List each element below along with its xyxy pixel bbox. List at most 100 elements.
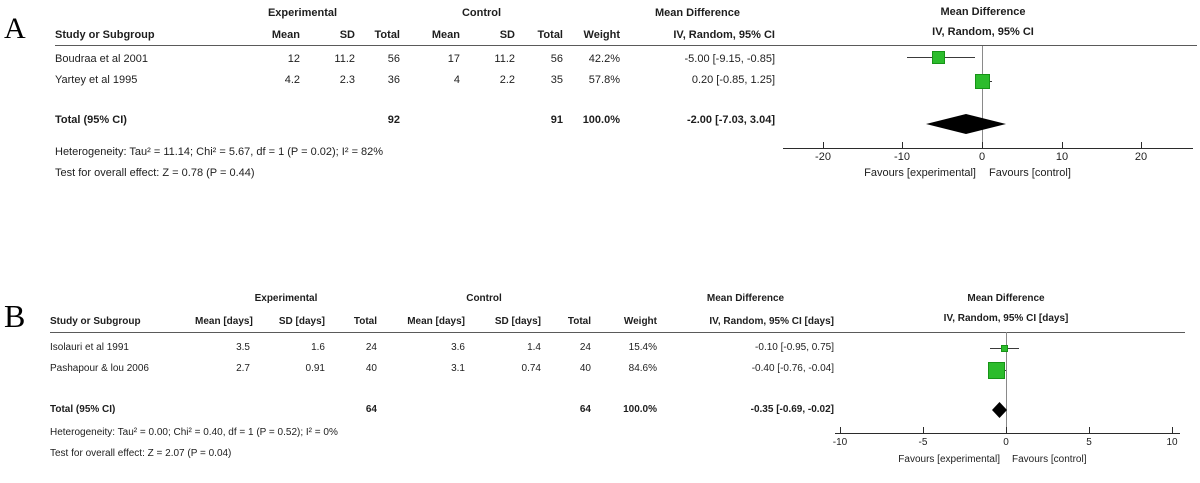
col-header-total-ctrl: Total — [537, 29, 563, 41]
panel-b-letter: B — [4, 298, 26, 334]
study-name: Boudraa et al 2001 — [55, 53, 148, 65]
sd-exp: 0.91 — [305, 363, 325, 374]
total-exp: 40 — [365, 363, 377, 374]
table-row: Isolauri et al 1991 3.5 1.6 24 3.6 1.4 2… — [50, 342, 834, 353]
axis-tick — [1089, 427, 1090, 433]
sd-ctrl: 2.2 — [499, 74, 515, 86]
zero-line — [1006, 332, 1007, 433]
mean-exp: 4.2 — [284, 74, 300, 86]
favours-control-label: Favours [control] — [1012, 454, 1087, 465]
axis-tick-label: 10 — [1055, 151, 1069, 163]
control-group-header: Control — [466, 293, 502, 304]
axis-tick-label: -10 — [894, 151, 910, 163]
col-header-sd-ctrl: SD — [499, 29, 515, 41]
experimental-group-header: Experimental — [254, 293, 318, 304]
table-row: Pashapour & lou 2006 2.7 0.91 40 3.1 0.7… — [50, 363, 834, 374]
pooled-diamond — [926, 114, 1006, 134]
col-header-weight: Weight — [623, 316, 657, 327]
panel-a-group-header-row: Experimental Control Mean Difference — [55, 7, 775, 19]
favours-control-label: Favours [control] — [989, 167, 1071, 179]
axis-tick — [1062, 142, 1063, 148]
axis-tick-label: -5 — [918, 437, 928, 448]
axis-tick — [1141, 142, 1142, 148]
mean-ctrl: 4 — [453, 74, 460, 86]
total-ctrl: 35 — [550, 74, 563, 86]
col-header-study: Study or Subgroup — [50, 316, 141, 327]
axis-tick — [923, 427, 924, 433]
experimental-group-header: Experimental — [267, 7, 338, 19]
total-exp: 36 — [387, 74, 400, 86]
axis-tick — [902, 142, 903, 148]
axis-tick — [1172, 427, 1173, 433]
col-header-sd-ctrl: SD [days] — [494, 316, 541, 327]
panel-a-letter: A — [4, 12, 26, 45]
axis-tick — [982, 142, 983, 148]
ci-text: -0.35 [-0.69, -0.02] — [750, 404, 834, 415]
forest-plot-a: Mean Difference IV, Random, 95% CI -20 -… — [780, 0, 1200, 195]
weight: 100.0% — [623, 404, 657, 415]
total-ctrl: 56 — [550, 53, 563, 65]
col-header-mean-exp: Mean [days] — [195, 316, 253, 327]
sd-ctrl: 0.74 — [521, 363, 541, 374]
overall-effect-text: Test for overall effect: Z = 2.07 (P = 0… — [50, 448, 232, 459]
col-header-ci: IV, Random, 95% CI [days] — [709, 316, 834, 327]
effect-group-header: Mean Difference — [655, 7, 740, 19]
point-estimate-study1 — [932, 51, 945, 64]
weight: 42.2% — [588, 53, 620, 65]
study-name: Isolauri et al 1991 — [50, 342, 129, 353]
axis-tick-label: -10 — [832, 437, 848, 448]
zero-line — [982, 46, 983, 148]
mean-exp: 3.5 — [236, 342, 250, 353]
sd-exp: 2.3 — [339, 74, 355, 86]
point-estimate-study2 — [975, 74, 990, 89]
weight: 15.4% — [628, 342, 657, 353]
total-ctrl: 40 — [579, 363, 591, 374]
total-exp: 24 — [365, 342, 377, 353]
plot-header-line1: Mean Difference — [940, 6, 1026, 18]
col-header-total-exp: Total — [353, 316, 377, 327]
ci-text: -5.00 [-9.15, -0.85] — [684, 53, 776, 65]
point-estimate-study1 — [1001, 345, 1008, 352]
col-header-total-ctrl: Total — [567, 316, 591, 327]
spacer — [55, 7, 205, 19]
x-axis — [835, 433, 1180, 434]
col-header-weight: Weight — [583, 29, 620, 41]
panel-a-header-rule — [55, 45, 1197, 46]
col-header-total-exp: Total — [374, 29, 400, 41]
panel-a-column-header-row: Study or Subgroup Mean SD Total Mean SD … — [55, 29, 775, 41]
study-name: Yartey et al 1995 — [55, 74, 138, 86]
plot-header-line2: IV, Random, 95% CI [days] — [943, 313, 1069, 324]
axis-tick-label: 0 — [978, 151, 986, 163]
favours-experimental-label: Favours [experimental] — [898, 454, 1000, 465]
favours-experimental-label: Favours [experimental] — [864, 167, 976, 179]
total-ctrl: 64 — [579, 404, 591, 415]
total-exp: 56 — [387, 53, 400, 65]
heterogeneity-text: Heterogeneity: Tau² = 0.00; Chi² = 0.40,… — [50, 427, 338, 438]
effect-group-header: Mean Difference — [706, 293, 785, 304]
plot-header-line2: IV, Random, 95% CI — [932, 26, 1034, 38]
table-row: Yartey et al 1995 4.2 2.3 36 4 2.2 35 57… — [55, 74, 775, 86]
col-header-mean-exp: Mean — [271, 29, 300, 41]
total-exp: 92 — [387, 114, 400, 126]
spacer — [591, 293, 657, 304]
point-estimate-study2 — [988, 362, 1005, 379]
mean-exp: 12 — [287, 53, 300, 65]
axis-tick-label: 20 — [1134, 151, 1148, 163]
sd-exp: 1.6 — [311, 342, 325, 353]
heterogeneity-text: Heterogeneity: Tau² = 11.14; Chi² = 5.67… — [55, 146, 384, 158]
spacer — [50, 293, 195, 304]
sd-ctrl: 1.4 — [527, 342, 541, 353]
ci-text: -0.40 [-0.76, -0.04] — [751, 363, 834, 374]
mean-ctrl: 3.1 — [451, 363, 465, 374]
axis-tick-label: 5 — [1086, 437, 1092, 448]
weight: 84.6% — [628, 363, 657, 374]
total-ctrl: 91 — [550, 114, 563, 126]
forest-plot-b: Mean Difference IV, Random, 95% CI [days… — [820, 285, 1200, 483]
total-label: Total (95% CI) — [55, 114, 127, 126]
pooled-diamond — [992, 402, 1007, 418]
mean-ctrl: 17 — [447, 53, 460, 65]
total-exp: 64 — [365, 404, 377, 415]
col-header-mean-ctrl: Mean [days] — [407, 316, 465, 327]
panel-b-column-header-row: Study or Subgroup Mean [days] SD [days] … — [50, 316, 834, 327]
